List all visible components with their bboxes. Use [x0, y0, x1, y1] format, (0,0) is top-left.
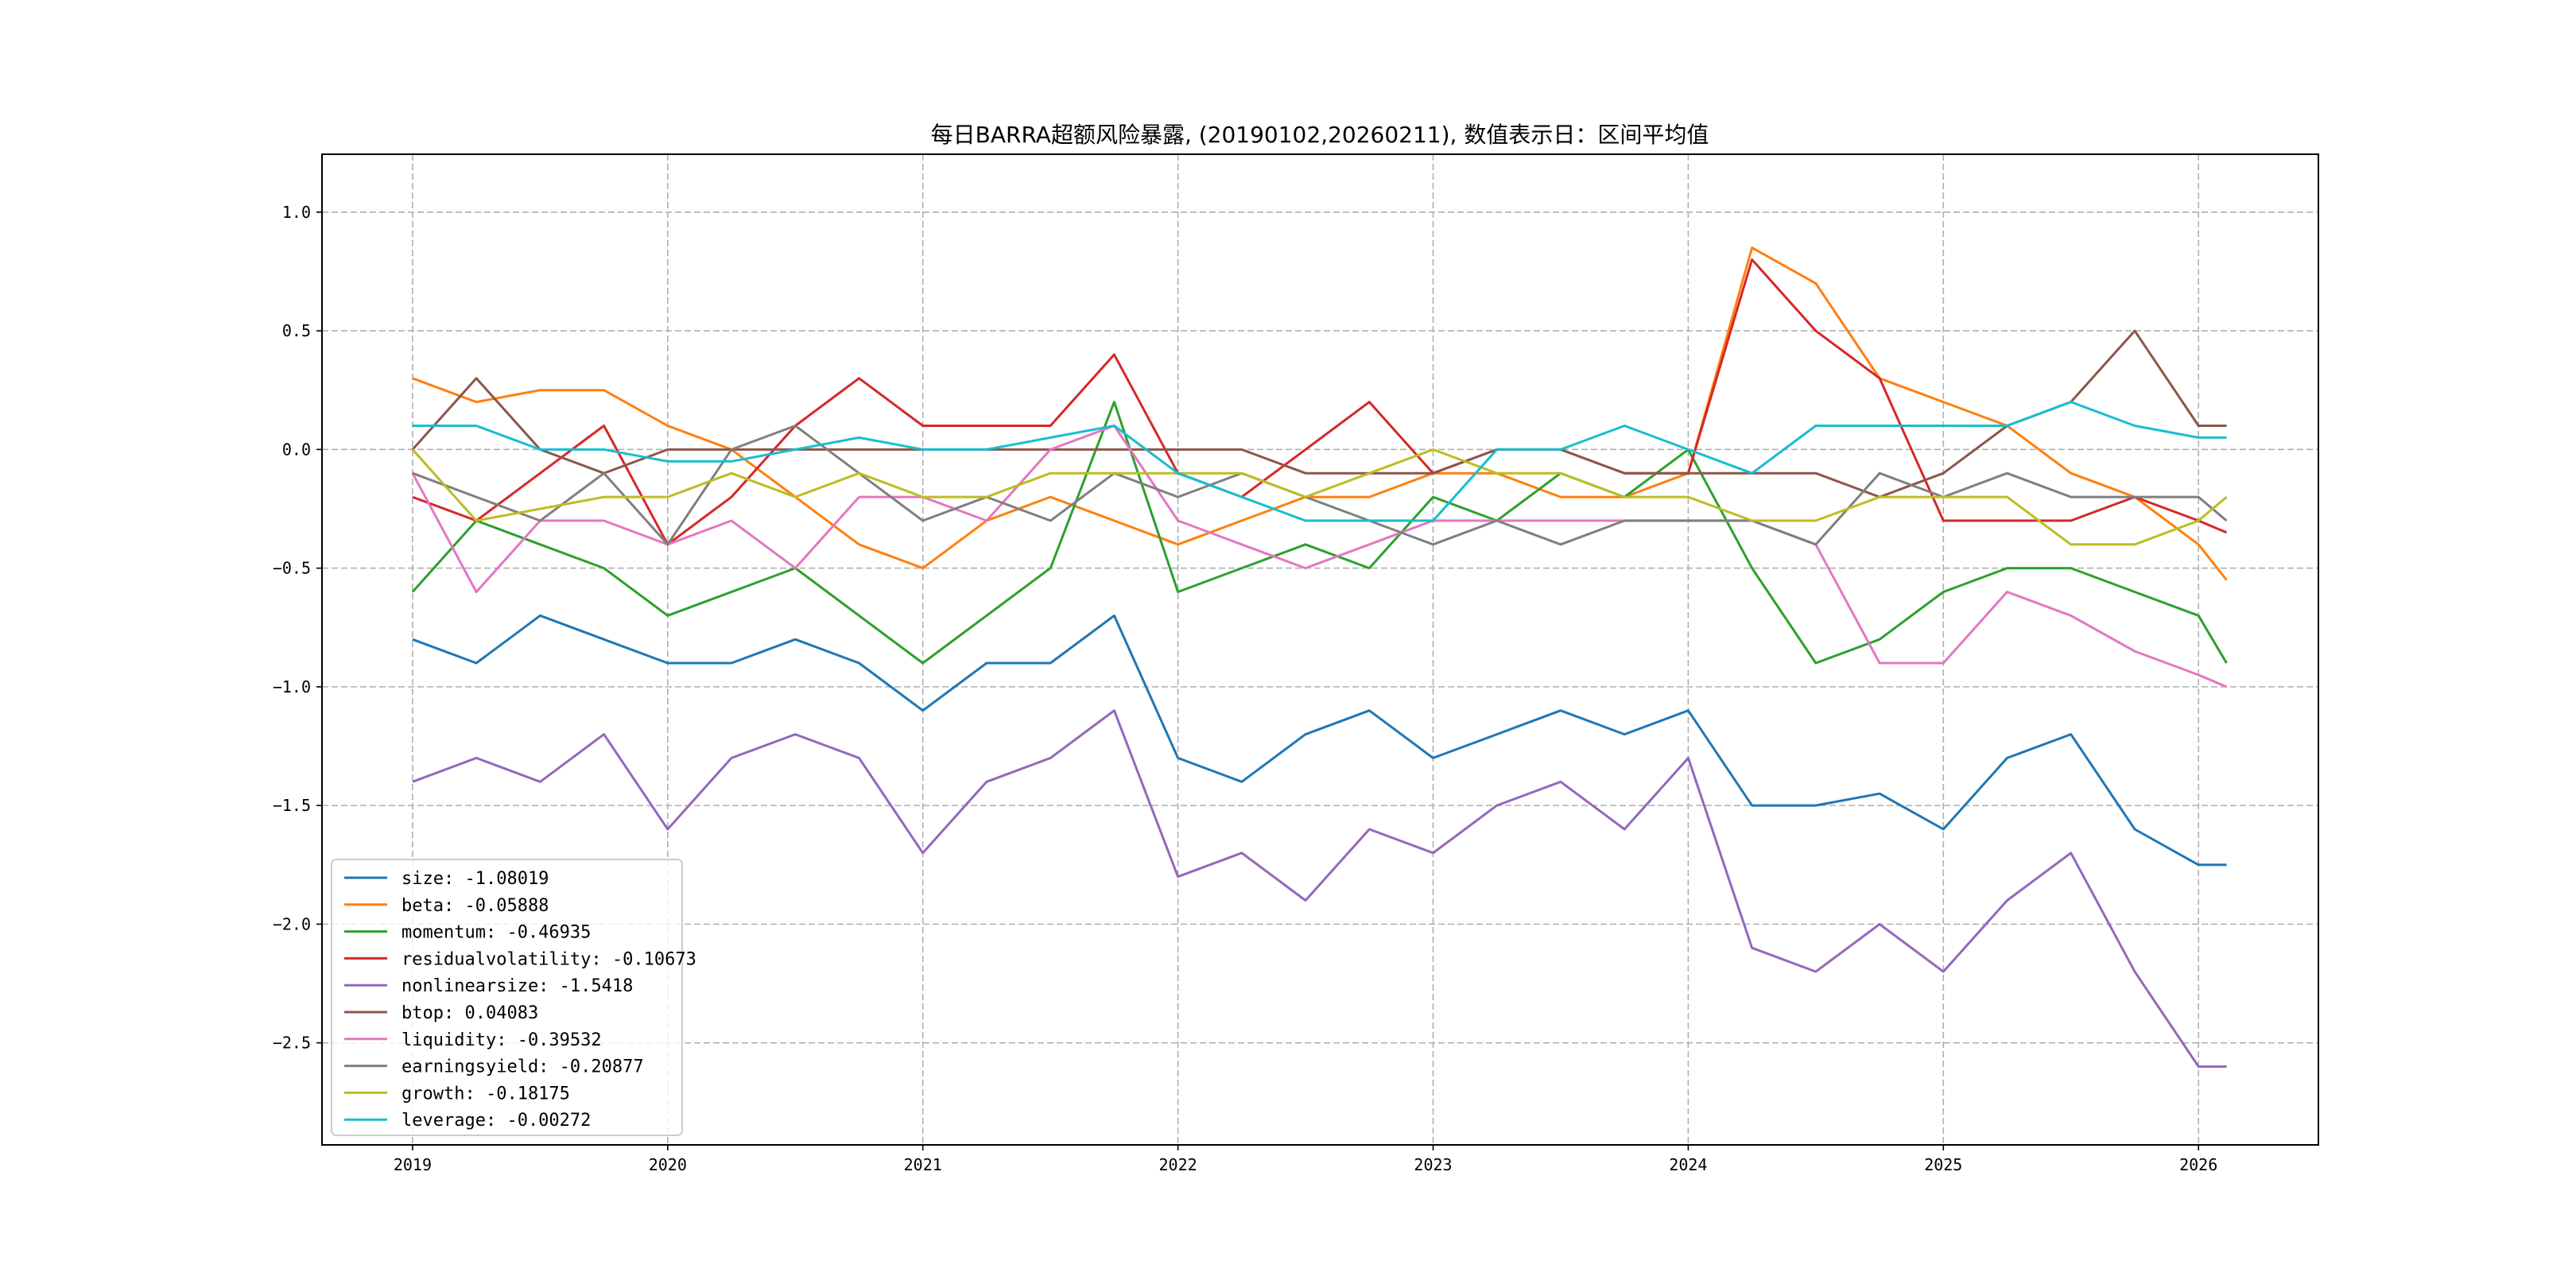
series-line-growth	[411, 448, 2228, 546]
y-tick-label: −1.5	[273, 796, 311, 815]
legend-label-size: size: -1.08019	[402, 869, 549, 889]
y-tick-label: −1.0	[273, 677, 311, 696]
legend-box	[331, 859, 683, 1136]
legend-label-liquidity: liquidity: -0.39532	[402, 1030, 602, 1050]
x-tick-label: 2023	[1414, 1155, 1452, 1174]
y-tick-label: −2.0	[273, 914, 311, 933]
series-line-earningsyield	[412, 425, 2228, 546]
plot-frame	[321, 153, 2319, 1146]
axis-ticks: 2019 2020 2021 2022 2023 2024 2025 2026 1.0 0.5 0.…	[273, 203, 2217, 1174]
legend-label-nonlinearsize: nonlinearsize: -1.5418	[402, 976, 633, 996]
series-line-size	[412, 614, 2227, 867]
series-line-residualvolatility	[412, 258, 2228, 546]
x-tick-label: 2019	[394, 1155, 432, 1174]
x-tick-label: 2024	[1669, 1155, 1707, 1174]
x-tick-label: 2020	[649, 1155, 687, 1174]
y-tick-label: 0.5	[282, 321, 311, 340]
y-tick-label: 1.0	[282, 203, 311, 222]
series-line-beta	[412, 246, 2228, 581]
legend-label-residualvolatility: residualvolatility: -0.10673	[402, 949, 696, 969]
x-tick-label: 2026	[2179, 1155, 2217, 1174]
legend-label-momentum: momentum: -0.46935	[402, 923, 591, 943]
series-line-nonlinearsize	[412, 709, 2227, 1068]
series-lines	[411, 246, 2228, 1068]
legend-label-btop: btop: 0.04083	[402, 1003, 538, 1023]
legend-label-earningsyield: earningsyield: -0.20877	[402, 1057, 644, 1077]
y-tick-label: −2.5	[273, 1034, 311, 1053]
y-tick-label: 0.0	[282, 440, 311, 459]
y-tick-label: −0.5	[273, 559, 311, 578]
chart-title: 每日BARRA超额风险暴露, (20190102,20260211), 数值表示…	[931, 122, 1709, 148]
series-line-btop	[411, 329, 2227, 499]
series-line-liquidity	[411, 425, 2228, 689]
legend-label-leverage: leverage: -0.00272	[402, 1111, 591, 1131]
x-tick-label: 2021	[904, 1155, 942, 1174]
legend-label-beta: beta: -0.05888	[402, 896, 549, 916]
series-line-leverage	[412, 401, 2227, 522]
x-tick-label: 2025	[1924, 1155, 1962, 1174]
legend: size: -1.08019 beta: -0.05888 momentum: -0…	[331, 859, 696, 1136]
x-tick-label: 2022	[1159, 1155, 1197, 1174]
legend-label-growth: growth: -0.18175	[402, 1084, 570, 1104]
